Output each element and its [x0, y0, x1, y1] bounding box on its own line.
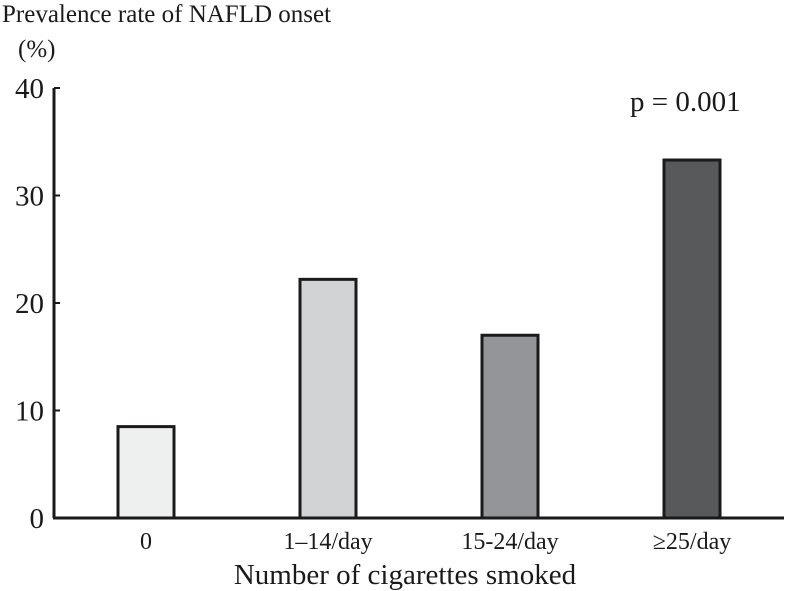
y-tick-label: 0 [30, 503, 45, 535]
bar-0 [116, 425, 176, 520]
x-ticks-group: 0 1–14/day 15-24/day ≥25/day [140, 529, 731, 555]
x-tick-label: 15-24/day [461, 529, 558, 555]
y-axis-unit: (%) [18, 36, 55, 63]
bar-1 [298, 277, 358, 520]
bars-group [116, 158, 722, 520]
y-tick-label: 30 [15, 181, 44, 213]
x-tick-label: 0 [140, 529, 152, 555]
bar-3 [662, 158, 722, 520]
y-tick-label: 20 [15, 288, 44, 320]
x-tick-label: 1–14/day [283, 529, 372, 555]
x-tick-label: ≥25/day [653, 529, 732, 555]
y-tick-label: 10 [15, 396, 44, 428]
y-tick-label: 40 [15, 73, 44, 105]
y-ticks-group: 0 10 20 30 40 [15, 73, 60, 535]
y-axis-title: Prevalence rate of NAFLD onset [2, 1, 331, 28]
bar-2 [480, 333, 540, 520]
x-axis-title: Number of cigarettes smoked [234, 559, 577, 591]
p-value-annotation: p = 0.001 [630, 86, 741, 118]
